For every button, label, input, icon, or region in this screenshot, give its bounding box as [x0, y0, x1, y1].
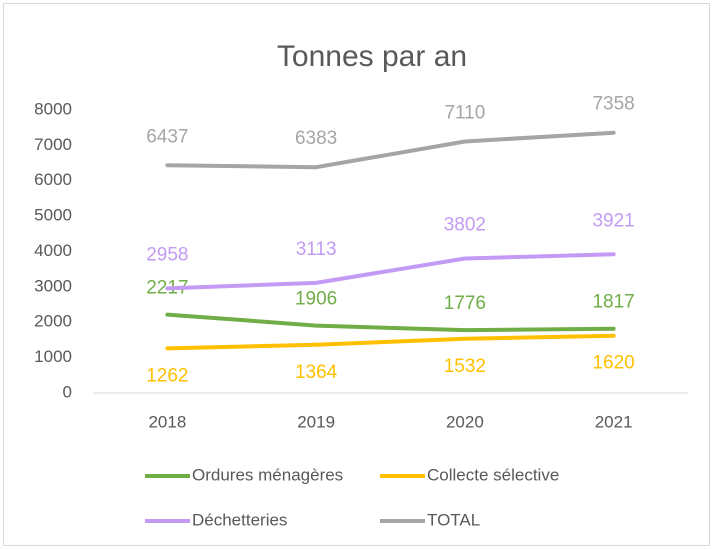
y-tick-label: 1000 — [34, 347, 72, 366]
data-label: 6383 — [295, 128, 337, 149]
x-tick-label: 2019 — [297, 412, 335, 431]
y-tick-label: 4000 — [34, 241, 72, 260]
data-label: 7110 — [444, 102, 485, 123]
y-tick-label: 6000 — [34, 170, 72, 189]
legend-label: Déchetteries — [192, 510, 287, 529]
x-tick-label: 2020 — [446, 412, 484, 431]
data-label: 7358 — [592, 94, 634, 115]
series-line — [165, 252, 616, 291]
x-tick-label: 2021 — [595, 412, 633, 431]
y-tick-label: 3000 — [34, 276, 72, 295]
data-label: 1620 — [592, 353, 634, 374]
data-label: 1532 — [444, 356, 486, 377]
series-line — [165, 312, 616, 333]
data-label: 3113 — [296, 239, 337, 260]
chart-title: Tonnes par an — [277, 40, 467, 73]
x-tick-label: 2018 — [148, 412, 186, 431]
y-tick-label: 7000 — [34, 135, 72, 154]
data-label: 1364 — [295, 362, 338, 383]
data-label: 1906 — [295, 289, 337, 310]
series-line — [165, 333, 616, 351]
data-label: 2958 — [146, 244, 188, 265]
y-tick-label: 8000 — [34, 99, 72, 118]
y-tick-label: 0 — [63, 382, 72, 401]
legend-label: Ordures ménagères — [192, 465, 343, 484]
legend-label: Collecte sélective — [427, 465, 559, 484]
y-tick-label: 5000 — [34, 206, 72, 225]
data-label: 3921 — [592, 210, 634, 231]
data-label: 3802 — [444, 215, 486, 236]
series-line — [165, 130, 616, 170]
data-label: 1262 — [146, 365, 188, 386]
data-label: 6437 — [146, 126, 188, 147]
legend-label: TOTAL — [427, 510, 480, 529]
y-tick-label: 2000 — [34, 312, 72, 331]
data-label: 1817 — [592, 292, 634, 313]
data-label: 1776 — [444, 293, 486, 314]
